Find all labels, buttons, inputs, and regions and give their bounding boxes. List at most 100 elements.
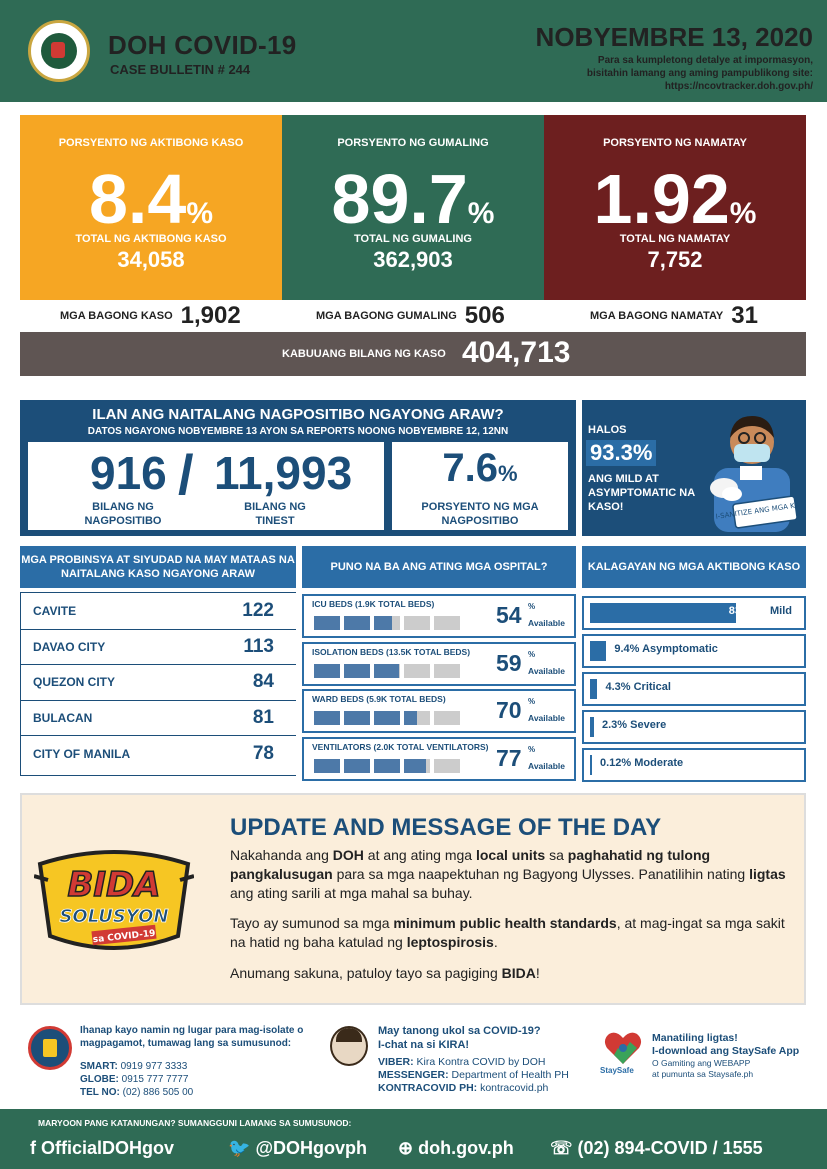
hospitals-header: PUNO NA BA ANG ATING MGA OSPITAL?: [302, 546, 576, 588]
active-percent-label: PORSYENTO NG AKTIBONG KASO: [58, 137, 244, 149]
staysafe-webapp-line: O Gamiting ang WEBAPP: [652, 1058, 751, 1068]
active-status-bar: [590, 641, 607, 661]
website-link[interactable]: ⊕ doh.gov.ph: [398, 1138, 514, 1158]
capacity-bars: [314, 711, 460, 725]
positives-subtitle: DATOS NGAYONG NOBYEMBRE 13 AYON SA REPOR…: [87, 426, 509, 437]
message-paragraph-3: Anumang sakuna, patuloy tayo sa pagiging…: [230, 965, 540, 981]
positivity-rate-card: [392, 442, 568, 530]
positives-count-card: [28, 442, 384, 530]
bottom-note: MARYOON PANG KATANUNGAN? SUMANGGUNI LAMA…: [38, 1118, 352, 1128]
svg-text:SOLUSYON: SOLUSYON: [59, 906, 168, 927]
new-deaths: MGA BAGONG NAMATAY 31: [590, 302, 758, 329]
recovered-total-label: TOTAL NG GUMALING: [354, 233, 472, 245]
capacity-bar: [434, 711, 460, 725]
capacity-bars: [314, 616, 460, 630]
recovered-percent-label: PORSYENTO NG GUMALING: [337, 137, 489, 149]
active-status-label: 9.4% Asymptomatic: [614, 643, 718, 655]
hospital-available-label: Available: [528, 665, 566, 676]
capacity-bar: [314, 758, 340, 773]
hospital-available-value: 70: [496, 697, 522, 723]
active-status-label: 0.12% Moderate: [600, 757, 684, 769]
smart-line[interactable]: SMART: 0919 977 3333: [80, 1061, 188, 1072]
active-total: 34,058: [117, 247, 185, 272]
bulletin-title: DOH COVID-19: [108, 30, 297, 60]
capacity-bar: [374, 663, 400, 678]
tested-count: 11,993: [214, 447, 353, 499]
active-status-row: 9.4% Asymptomatic: [582, 634, 806, 668]
hospital-row-label: ISOLATION BEDS (13.5K TOTAL BEDS): [312, 646, 471, 657]
kira-chat-cta: I-chat na si KIRA!: [378, 1039, 470, 1051]
hotline-seal-icon: [28, 1026, 72, 1070]
province-row: QUEZON CITY 84: [20, 665, 296, 701]
total-cases-label: KABUUANG BILANG NG KASO: [282, 348, 446, 360]
globe-line[interactable]: GLOBE: 0915 777 7777: [80, 1074, 189, 1085]
mild-halos-label: HALOS: [588, 424, 627, 436]
mild-text: ANG MILD AT ASYMPTOMATIC NA KASO!: [588, 473, 695, 513]
active-status-row: 83.9% Mild: [582, 596, 806, 630]
active-status-header: KALAGAYAN NG MGA AKTIBONG KASO: [582, 546, 806, 588]
tested-count-label: BILANG NG TINEST: [244, 501, 306, 527]
capacity-bar: [314, 616, 340, 630]
capacity-bar: [344, 616, 370, 630]
bulletin-number: CASE BULLETIN # 244: [110, 62, 251, 77]
capacity-bar: [374, 616, 400, 630]
deaths-total-label: TOTAL NG NAMATAY: [619, 233, 731, 245]
viber-line[interactable]: VIBER: Kira Kontra COVID by DOH: [378, 1056, 546, 1068]
recovered-percent: 89.7%: [331, 160, 495, 238]
active-status-bar: [590, 717, 594, 737]
province-row: CAVITE 122: [20, 594, 296, 630]
capacity-bar: [344, 758, 370, 773]
provinces-header: MGA PROBINSYA AT SIYUDAD NA MAY MATAAS N…: [20, 546, 296, 588]
phone-link[interactable]: ☏ (02) 894-COVID / 1555: [550, 1138, 763, 1158]
doctor-illustration-icon: I-SANITIZE ANG MGA KAMAY: [710, 416, 800, 532]
capacity-bar: [404, 616, 430, 630]
active-status-bar: [590, 679, 598, 699]
staysafe-heart-icon: [604, 1032, 642, 1064]
province-row: DAVAO CITY 113: [20, 630, 296, 665]
hospital-row: ISOLATION BEDS (13.5K TOTAL BEDS) 59% Avai…: [302, 641, 576, 686]
facebook-link[interactable]: f OfficialDOHgov: [30, 1138, 175, 1158]
deaths-total: 7,752: [647, 247, 703, 272]
province-count: 122: [242, 600, 274, 622]
new-recovered: MGA BAGONG GUMALING 506: [316, 302, 505, 329]
svg-text:BIDA: BIDA: [67, 865, 160, 905]
hospital-row-label: ICU BEDS (1.9K TOTAL BEDS): [312, 599, 435, 609]
capacity-bar: [344, 711, 370, 725]
capacity-bars: [314, 758, 460, 773]
kontracovid-line[interactable]: KONTRACOVID PH: kontracovid.ph: [378, 1082, 549, 1094]
province-name: CITY OF MANILA: [33, 746, 131, 761]
tel-line[interactable]: TEL NO: (02) 886 505 00: [80, 1087, 194, 1098]
active-status-bar: [590, 755, 592, 775]
site-note: Para sa kumpletong detalye at impormasyo…: [586, 55, 813, 92]
twitter-link[interactable]: 🐦 @DOHgovph: [228, 1138, 367, 1158]
positivity-rate: 7.6%: [442, 446, 518, 490]
kira-avatar-icon: [330, 1026, 368, 1066]
globe-icon: ⊕: [398, 1138, 414, 1158]
kira-question: May tanong ukol sa COVID-19?: [378, 1025, 541, 1037]
recovered-total: 362,903: [373, 247, 453, 272]
slash-divider: /: [178, 443, 194, 506]
staysafe-webapp: O Gamiting ang WEBAPP at pumunta sa Stay…: [652, 1058, 753, 1080]
hospital-row: ICU BEDS (1.9K TOTAL BEDS) 54% Available: [302, 594, 576, 638]
staysafe-brand: StaySafe: [600, 1066, 634, 1075]
hospital-available-label: Available: [528, 618, 566, 628]
active-status-row: 2.3% Severe: [582, 710, 806, 744]
hospital-available-label: Available: [528, 760, 566, 771]
provinces-list: CAVITE 122 DAVAO CITY 113 QUEZON CITY 84 BU…: [20, 594, 296, 772]
message-paragraph-2: Tayo ay sumunod sa mga minimum public he…: [230, 915, 785, 950]
staysafe-site-line[interactable]: at pumunta sa Staysafe.ph: [652, 1069, 754, 1079]
deaths-percent-label: PORSYENTO NG NAMATAY: [603, 137, 747, 149]
capacity-bar: [374, 711, 400, 725]
hospital-available-value: 77: [496, 744, 522, 771]
phone-icon: ☏: [550, 1138, 573, 1158]
total-cases-value: 404,713: [462, 336, 571, 369]
isolation-hotline-text: Ihanap kayo namin ng lugar para mag-isol…: [80, 1025, 304, 1049]
positives-title: ILAN ANG NAITALANG NAGPOSITIBO NGAYONG A…: [92, 406, 504, 423]
hospital-percent-sign: %: [528, 697, 536, 706]
staysafe-line-2: I-download ang StaySafe App: [652, 1045, 800, 1057]
doh-seal-icon: [28, 20, 90, 82]
province-count: 78: [252, 742, 274, 764]
active-status-label: 2.3% Severe: [602, 719, 667, 731]
messenger-line[interactable]: MESSENGER: Department of Health PH: [378, 1069, 569, 1081]
hospital-row: WARD BEDS (5.9K TOTAL BEDS) 70% Available: [302, 689, 576, 733]
